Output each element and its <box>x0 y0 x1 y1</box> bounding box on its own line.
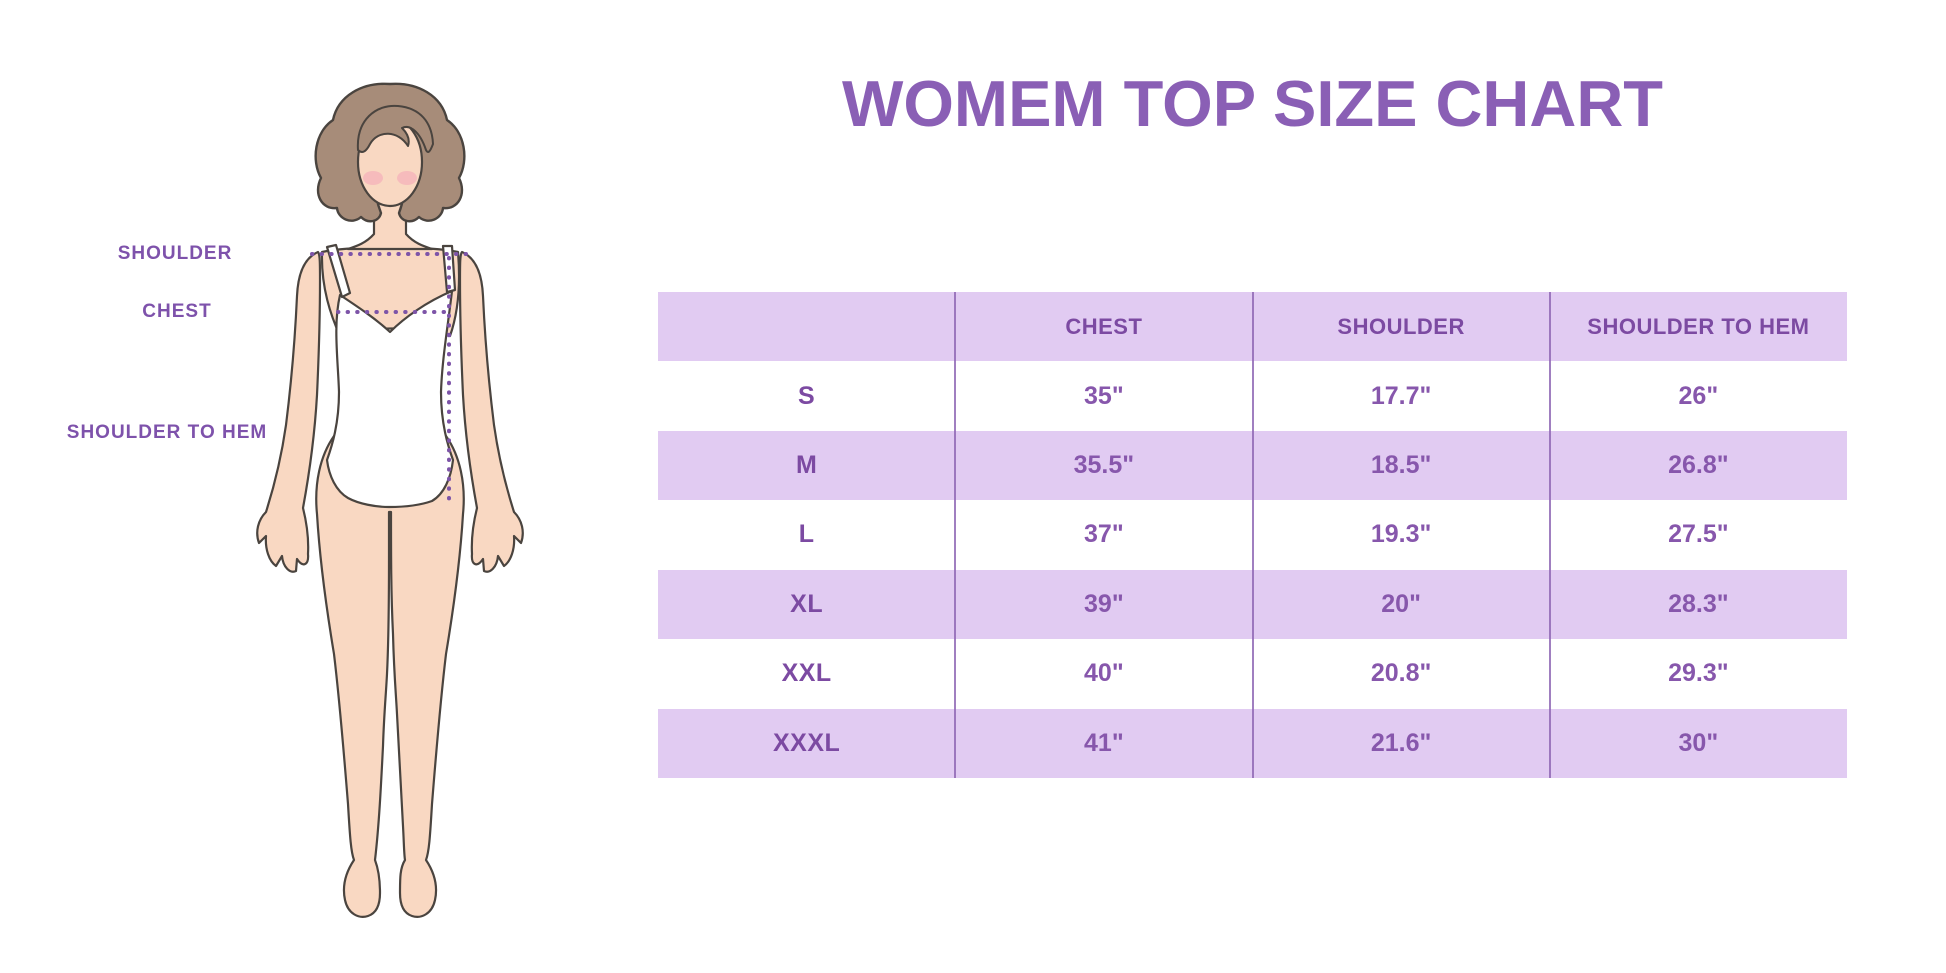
shoulder-to-hem-value: 30" <box>1678 728 1719 757</box>
shoulder-value: 20" <box>1381 589 1421 618</box>
female-body-figure <box>256 82 524 918</box>
shoulder-value: 20.8" <box>1370 659 1432 688</box>
chest-value: 40" <box>1084 659 1124 688</box>
header-cell-shoulder: SHOULDER <box>1337 313 1465 339</box>
figure-bodysuit <box>325 289 455 509</box>
figure-left-arm <box>256 250 322 573</box>
shoulder-to-hem-value: 28.3" <box>1668 589 1729 618</box>
measurement-label-chest: CHEST <box>142 301 212 322</box>
size-cell: XXXL <box>772 728 841 757</box>
column-divider <box>1549 292 1551 778</box>
shoulder-to-hem-value: 29.3" <box>1668 659 1729 688</box>
column-divider <box>1252 292 1254 778</box>
measurement-label-shoulder-to-hem: SHOULDER TO HEM <box>66 422 268 443</box>
page-title: WOMEM TOP SIZE CHART <box>842 67 1663 140</box>
chest-value: 37" <box>1084 520 1124 549</box>
size-cell: M <box>795 451 818 480</box>
shoulder-to-hem-value: 27.5" <box>1668 520 1729 549</box>
shoulder-value: 19.3" <box>1370 520 1432 549</box>
table-row: S 35" 17.7" 26" <box>658 361 1847 430</box>
figure-right-arm <box>458 250 524 573</box>
figure-hair-fringe <box>356 104 434 153</box>
size-cell: S <box>798 381 816 410</box>
header-cell-shoulder-to-hem: SHOULDER TO HEM <box>1587 313 1810 339</box>
header-cell-chest: CHEST <box>1065 313 1143 339</box>
size-table: CHEST SHOULDER SHOULDER TO HEM S 35" 17.… <box>658 292 1847 778</box>
shoulder-value: 18.5" <box>1370 451 1432 480</box>
chest-value: 35" <box>1084 381 1124 410</box>
table-row: XXL 40" 20.8" 29.3" <box>658 639 1847 708</box>
measurement-label-shoulder: SHOULDER <box>117 243 233 264</box>
figure-strap-left <box>325 243 352 299</box>
table-row: L 37" 19.3" 27.5" <box>658 500 1847 569</box>
size-cell: L <box>798 520 815 549</box>
chest-value: 41" <box>1084 728 1124 757</box>
size-cell: XXL <box>781 659 832 688</box>
column-divider <box>954 292 956 778</box>
figure-blush-left <box>363 171 383 185</box>
shoulder-to-hem-value: 26" <box>1678 381 1719 410</box>
shoulder-value: 17.7" <box>1370 381 1432 410</box>
shoulder-to-hem-value: 26.8" <box>1668 451 1729 480</box>
header-cell-blank <box>658 292 955 361</box>
figure-legs <box>315 434 465 918</box>
chest-value: 35.5" <box>1073 451 1135 480</box>
chest-value: 39" <box>1084 589 1124 618</box>
shoulder-value: 21.6" <box>1370 728 1432 757</box>
size-cell: XL <box>790 589 824 618</box>
figure-blush-right <box>397 171 417 185</box>
